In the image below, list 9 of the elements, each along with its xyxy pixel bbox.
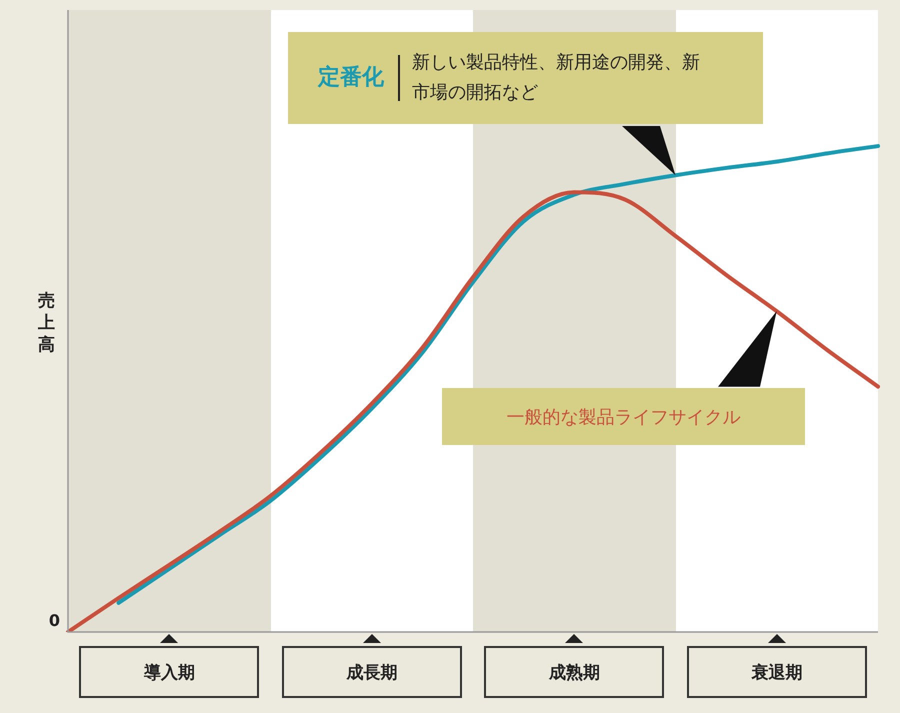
- callout-box: 定番化 新しい製品特性、新用途の開発、新市場の開拓など: [288, 32, 763, 124]
- text: 成長期: [282, 646, 462, 698]
- callout-box: 一般的な製品ライフサイクル: [442, 388, 805, 445]
- text: 0: [48, 611, 60, 630]
- text: 衰退期: [686, 646, 867, 698]
- text: 導入期: [79, 646, 260, 698]
- y-axis-title: 売上高: [38, 290, 56, 356]
- text: 一般的な製品ライフサイクル: [506, 406, 740, 428]
- text: 成熟期: [484, 646, 664, 698]
